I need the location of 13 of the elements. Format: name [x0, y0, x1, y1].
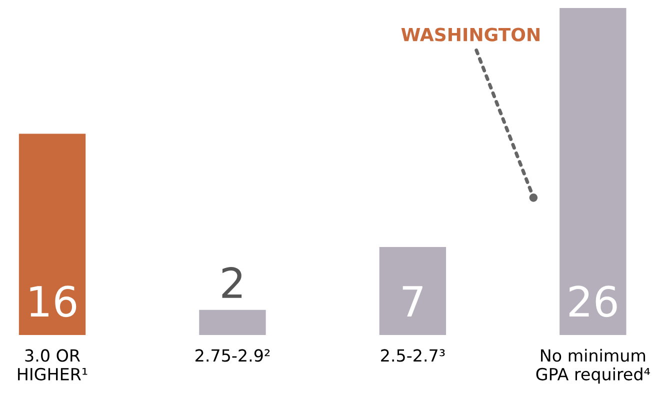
data-label: 7	[402, 286, 422, 317]
x-tick-label: 3.0 OR HIGHER¹	[18, 349, 88, 380]
data-label: 2	[222, 266, 242, 298]
data-label: 26	[569, 286, 617, 318]
bar	[199, 310, 266, 335]
bar	[560, 8, 626, 335]
data-label: 16	[30, 286, 76, 318]
x-tick-label: No minimum GPA required⁴	[536, 348, 650, 384]
annotation: WASHINGTON	[401, 28, 540, 42]
x-tick-label: 2.5-2.7³	[381, 349, 445, 362]
bar	[18, 134, 86, 335]
x-tick-label: 2.75-2.9²	[196, 349, 270, 362]
bar	[379, 246, 446, 335]
